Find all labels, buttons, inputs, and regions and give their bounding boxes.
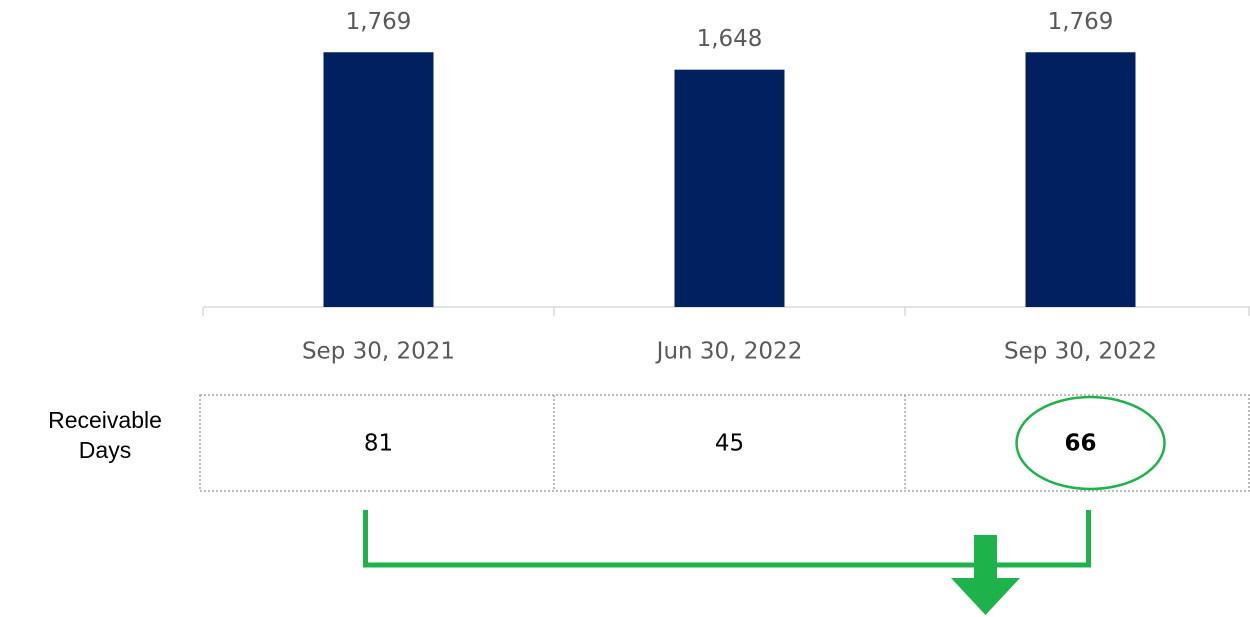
bracket [363,510,1091,568]
x-tick-label: Sep 30, 2022 [1004,339,1157,365]
x-tick-label: Jun 30, 2022 [655,339,803,365]
row-label: Receivable Days [48,407,162,463]
bar [323,52,434,307]
value-label: 1,769 [346,9,412,35]
bar [674,69,785,307]
value-label: 1,769 [1048,9,1114,35]
bar [1025,52,1136,307]
highlight-circle [1015,395,1166,491]
table-value: 45 [715,431,744,457]
down-arrow [951,535,1020,615]
table-border [199,394,1250,492]
table-value: 66 [1064,431,1096,457]
x-tick-label: Sep 30, 2021 [302,339,455,365]
table-value: 81 [364,431,393,457]
value-label: 1,648 [697,26,763,52]
